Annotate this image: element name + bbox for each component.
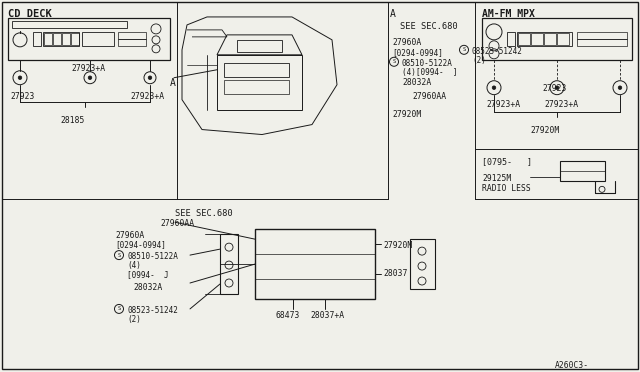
- Text: S: S: [462, 47, 466, 52]
- Text: [0994-  J: [0994- J: [127, 270, 168, 279]
- Text: AM-FM MPX: AM-FM MPX: [482, 9, 535, 19]
- Text: 68473: 68473: [275, 311, 300, 320]
- Circle shape: [492, 86, 496, 90]
- Text: 08510-5122A: 08510-5122A: [402, 59, 453, 68]
- Bar: [507, 32, 515, 46]
- Bar: [44, 33, 52, 45]
- Text: 27923: 27923: [10, 92, 35, 101]
- Circle shape: [88, 76, 92, 80]
- Text: 28037: 28037: [383, 269, 408, 278]
- Text: 27923+A: 27923+A: [130, 92, 164, 101]
- Text: S: S: [117, 253, 120, 257]
- Text: 27923: 27923: [542, 84, 566, 93]
- Text: RADIO LESS: RADIO LESS: [482, 185, 531, 193]
- Bar: [118, 39, 146, 46]
- Text: 08510-5122A: 08510-5122A: [127, 252, 178, 261]
- Bar: [560, 161, 605, 182]
- Text: 28032A: 28032A: [133, 283, 163, 292]
- Circle shape: [618, 86, 622, 90]
- Text: 27960A: 27960A: [115, 231, 144, 240]
- Text: 27960AA: 27960AA: [160, 219, 194, 228]
- Bar: [217, 55, 302, 110]
- Text: CD DECK: CD DECK: [8, 9, 52, 19]
- Text: (2): (2): [472, 56, 486, 65]
- Text: [0795-   ]: [0795- ]: [482, 157, 532, 166]
- Bar: [518, 33, 530, 45]
- Bar: [410, 239, 435, 289]
- Bar: [8, 18, 170, 60]
- Bar: [577, 39, 627, 46]
- Text: 27920M: 27920M: [383, 241, 412, 250]
- Text: (2): (2): [127, 315, 141, 324]
- Text: 27920M: 27920M: [530, 126, 559, 135]
- Bar: [255, 229, 375, 299]
- Text: S: S: [392, 59, 396, 64]
- Bar: [517, 32, 572, 46]
- Text: S: S: [117, 307, 120, 311]
- Circle shape: [148, 76, 152, 80]
- Bar: [118, 32, 146, 39]
- Bar: [557, 33, 569, 45]
- Text: 27960AA: 27960AA: [412, 92, 446, 101]
- Bar: [577, 32, 627, 39]
- Bar: [224, 80, 289, 94]
- Bar: [220, 234, 238, 294]
- Text: 27923+A: 27923+A: [544, 100, 578, 109]
- Circle shape: [556, 86, 559, 90]
- Text: SEE SEC.680: SEE SEC.680: [400, 22, 458, 31]
- Text: 08523-51242: 08523-51242: [127, 306, 178, 315]
- Text: 27960A: 27960A: [392, 38, 421, 47]
- Bar: [71, 33, 79, 45]
- Bar: [53, 33, 61, 45]
- Bar: [62, 33, 70, 45]
- Bar: [82, 32, 114, 46]
- Text: SEE SEC.680: SEE SEC.680: [175, 209, 233, 218]
- Bar: [224, 63, 289, 77]
- Bar: [33, 32, 41, 46]
- Circle shape: [18, 76, 22, 80]
- Text: 28185: 28185: [60, 116, 84, 125]
- Text: 08523-51242: 08523-51242: [472, 47, 523, 56]
- Bar: [544, 33, 556, 45]
- Text: [0294-0994]: [0294-0994]: [115, 240, 166, 249]
- Bar: [237, 40, 282, 52]
- Text: (4): (4): [127, 261, 141, 270]
- Text: A: A: [170, 78, 176, 88]
- Bar: [531, 33, 543, 45]
- Text: 29125M: 29125M: [482, 174, 511, 183]
- Bar: [482, 18, 632, 60]
- Bar: [12, 21, 127, 28]
- Text: [0294-0994]: [0294-0994]: [392, 48, 443, 57]
- Text: 27920M: 27920M: [392, 110, 421, 119]
- Bar: [43, 32, 79, 46]
- Text: A260C3-: A260C3-: [555, 361, 589, 370]
- Text: 28037+A: 28037+A: [310, 311, 344, 320]
- Text: 27923+A: 27923+A: [486, 100, 520, 109]
- Text: 27923+A: 27923+A: [71, 64, 105, 73]
- Text: A: A: [390, 9, 396, 19]
- Text: (4)[0994-  ]: (4)[0994- ]: [402, 68, 458, 77]
- Text: 28032A: 28032A: [402, 78, 431, 87]
